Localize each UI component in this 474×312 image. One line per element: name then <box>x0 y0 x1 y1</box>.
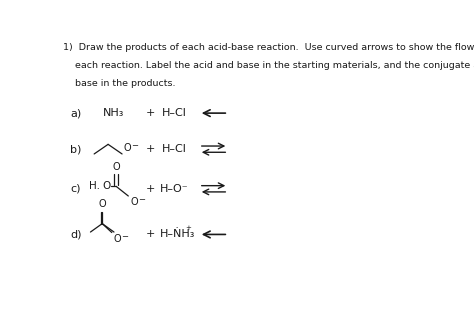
Text: O: O <box>112 162 120 172</box>
Text: O: O <box>130 197 138 207</box>
Text: +: + <box>146 108 155 118</box>
Text: a): a) <box>70 108 82 118</box>
Text: H–Cl: H–Cl <box>162 144 187 154</box>
Text: −: − <box>138 195 145 204</box>
Text: 1)  Draw the products of each acid-base reaction.  Use curved arrows to show the: 1) Draw the products of each acid-base r… <box>63 43 474 52</box>
Text: H–O⁻: H–O⁻ <box>160 184 189 194</box>
Text: each reaction. Label the acid and base in the starting materials, and the conjug: each reaction. Label the acid and base i… <box>63 61 474 71</box>
Text: O: O <box>99 199 106 209</box>
Text: NH₃: NH₃ <box>103 108 125 118</box>
Text: H.: H. <box>89 181 100 191</box>
Text: d): d) <box>70 229 82 239</box>
Text: +: + <box>146 229 155 239</box>
Text: +: + <box>185 226 191 232</box>
Text: b): b) <box>70 144 82 154</box>
Text: base in the products.: base in the products. <box>63 80 175 89</box>
Text: c): c) <box>70 184 81 194</box>
Text: −: − <box>131 141 138 150</box>
Text: O: O <box>102 181 111 191</box>
Text: +: + <box>146 184 155 194</box>
Text: H–Cl: H–Cl <box>162 108 187 118</box>
Text: H–ṄH₃: H–ṄH₃ <box>160 229 196 239</box>
Text: O: O <box>124 143 131 153</box>
Text: +: + <box>146 144 155 154</box>
Text: −: − <box>121 232 128 241</box>
Text: O: O <box>113 234 121 244</box>
